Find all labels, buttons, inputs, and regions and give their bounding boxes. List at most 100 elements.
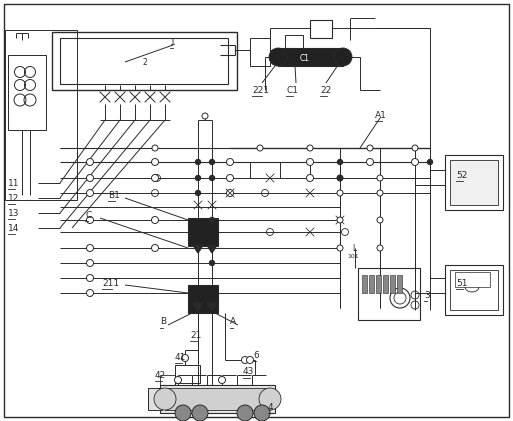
Circle shape [366,158,373,165]
Circle shape [337,190,343,196]
Circle shape [219,376,226,384]
Text: 21: 21 [190,330,202,339]
Text: 43: 43 [243,368,254,376]
Bar [285,35,303,63]
Text: A: A [230,317,236,327]
Bar [8,55,46,130]
Text: 11: 11 [8,179,19,187]
Circle shape [227,189,233,197]
Circle shape [254,405,270,421]
Bar [450,160,498,205]
Circle shape [154,388,176,410]
Bar [60,38,228,84]
Text: 14: 14 [8,224,19,232]
Bar [188,285,218,313]
Circle shape [306,174,313,181]
Circle shape [257,145,263,151]
Text: 41: 41 [175,352,186,362]
Circle shape [209,176,214,181]
Bar [278,48,343,66]
Circle shape [427,160,432,165]
Circle shape [367,145,373,151]
Circle shape [338,160,343,165]
Text: 42: 42 [155,370,166,379]
Polygon shape [193,245,203,253]
Circle shape [195,176,201,181]
Bar [52,32,237,90]
Circle shape [338,176,343,181]
Text: 221: 221 [252,85,269,94]
Circle shape [337,175,343,181]
Text: B: B [160,317,166,327]
Circle shape [151,245,159,251]
Bar [390,275,395,293]
Bar [450,270,498,310]
Text: 13: 13 [8,208,19,218]
Text: B1: B1 [108,190,120,200]
Bar [160,375,175,390]
Text: A1: A1 [375,110,387,120]
Circle shape [237,405,253,421]
Circle shape [269,48,287,66]
Circle shape [202,113,208,119]
Circle shape [259,388,281,410]
Circle shape [306,158,313,165]
Bar [362,275,367,293]
Circle shape [87,189,93,197]
Circle shape [87,274,93,282]
Circle shape [174,376,182,384]
Bar [160,385,275,413]
Text: 52: 52 [456,171,467,179]
Circle shape [151,174,159,181]
Text: 12: 12 [8,194,19,203]
Circle shape [192,405,208,421]
Bar [358,268,420,320]
Text: C1: C1 [286,85,298,94]
Circle shape [195,245,201,250]
Circle shape [412,145,418,151]
Circle shape [227,158,233,165]
Circle shape [87,216,93,224]
Text: 4: 4 [268,402,273,411]
Circle shape [175,405,191,421]
Circle shape [87,290,93,296]
Polygon shape [207,303,217,311]
Circle shape [242,357,248,363]
Circle shape [87,158,93,165]
Text: 211: 211 [102,279,119,288]
Bar [175,365,200,383]
Bar [250,38,270,66]
Circle shape [377,175,383,181]
Circle shape [411,158,419,165]
Circle shape [337,245,343,251]
Bar [5,30,77,200]
Circle shape [209,160,214,165]
Circle shape [377,190,383,196]
Circle shape [87,259,93,266]
Bar [445,155,503,210]
Text: 6: 6 [253,351,259,360]
Text: L: L [352,243,356,253]
Circle shape [209,261,214,266]
Polygon shape [207,245,217,253]
Bar [445,265,503,315]
Circle shape [209,218,214,223]
Text: C: C [85,210,91,219]
Circle shape [337,217,343,223]
Bar [376,275,381,293]
Polygon shape [193,303,203,311]
Text: 51: 51 [456,279,467,288]
Text: 2: 2 [143,58,147,67]
Text: 3: 3 [424,290,430,299]
Bar [455,165,490,180]
Circle shape [195,190,201,195]
Bar [369,275,374,293]
Text: 1: 1 [170,37,176,46]
Circle shape [87,174,93,181]
Circle shape [227,174,233,181]
Circle shape [334,48,352,66]
Bar [397,275,402,293]
Circle shape [377,245,383,251]
Circle shape [307,145,313,151]
Bar [383,275,388,293]
